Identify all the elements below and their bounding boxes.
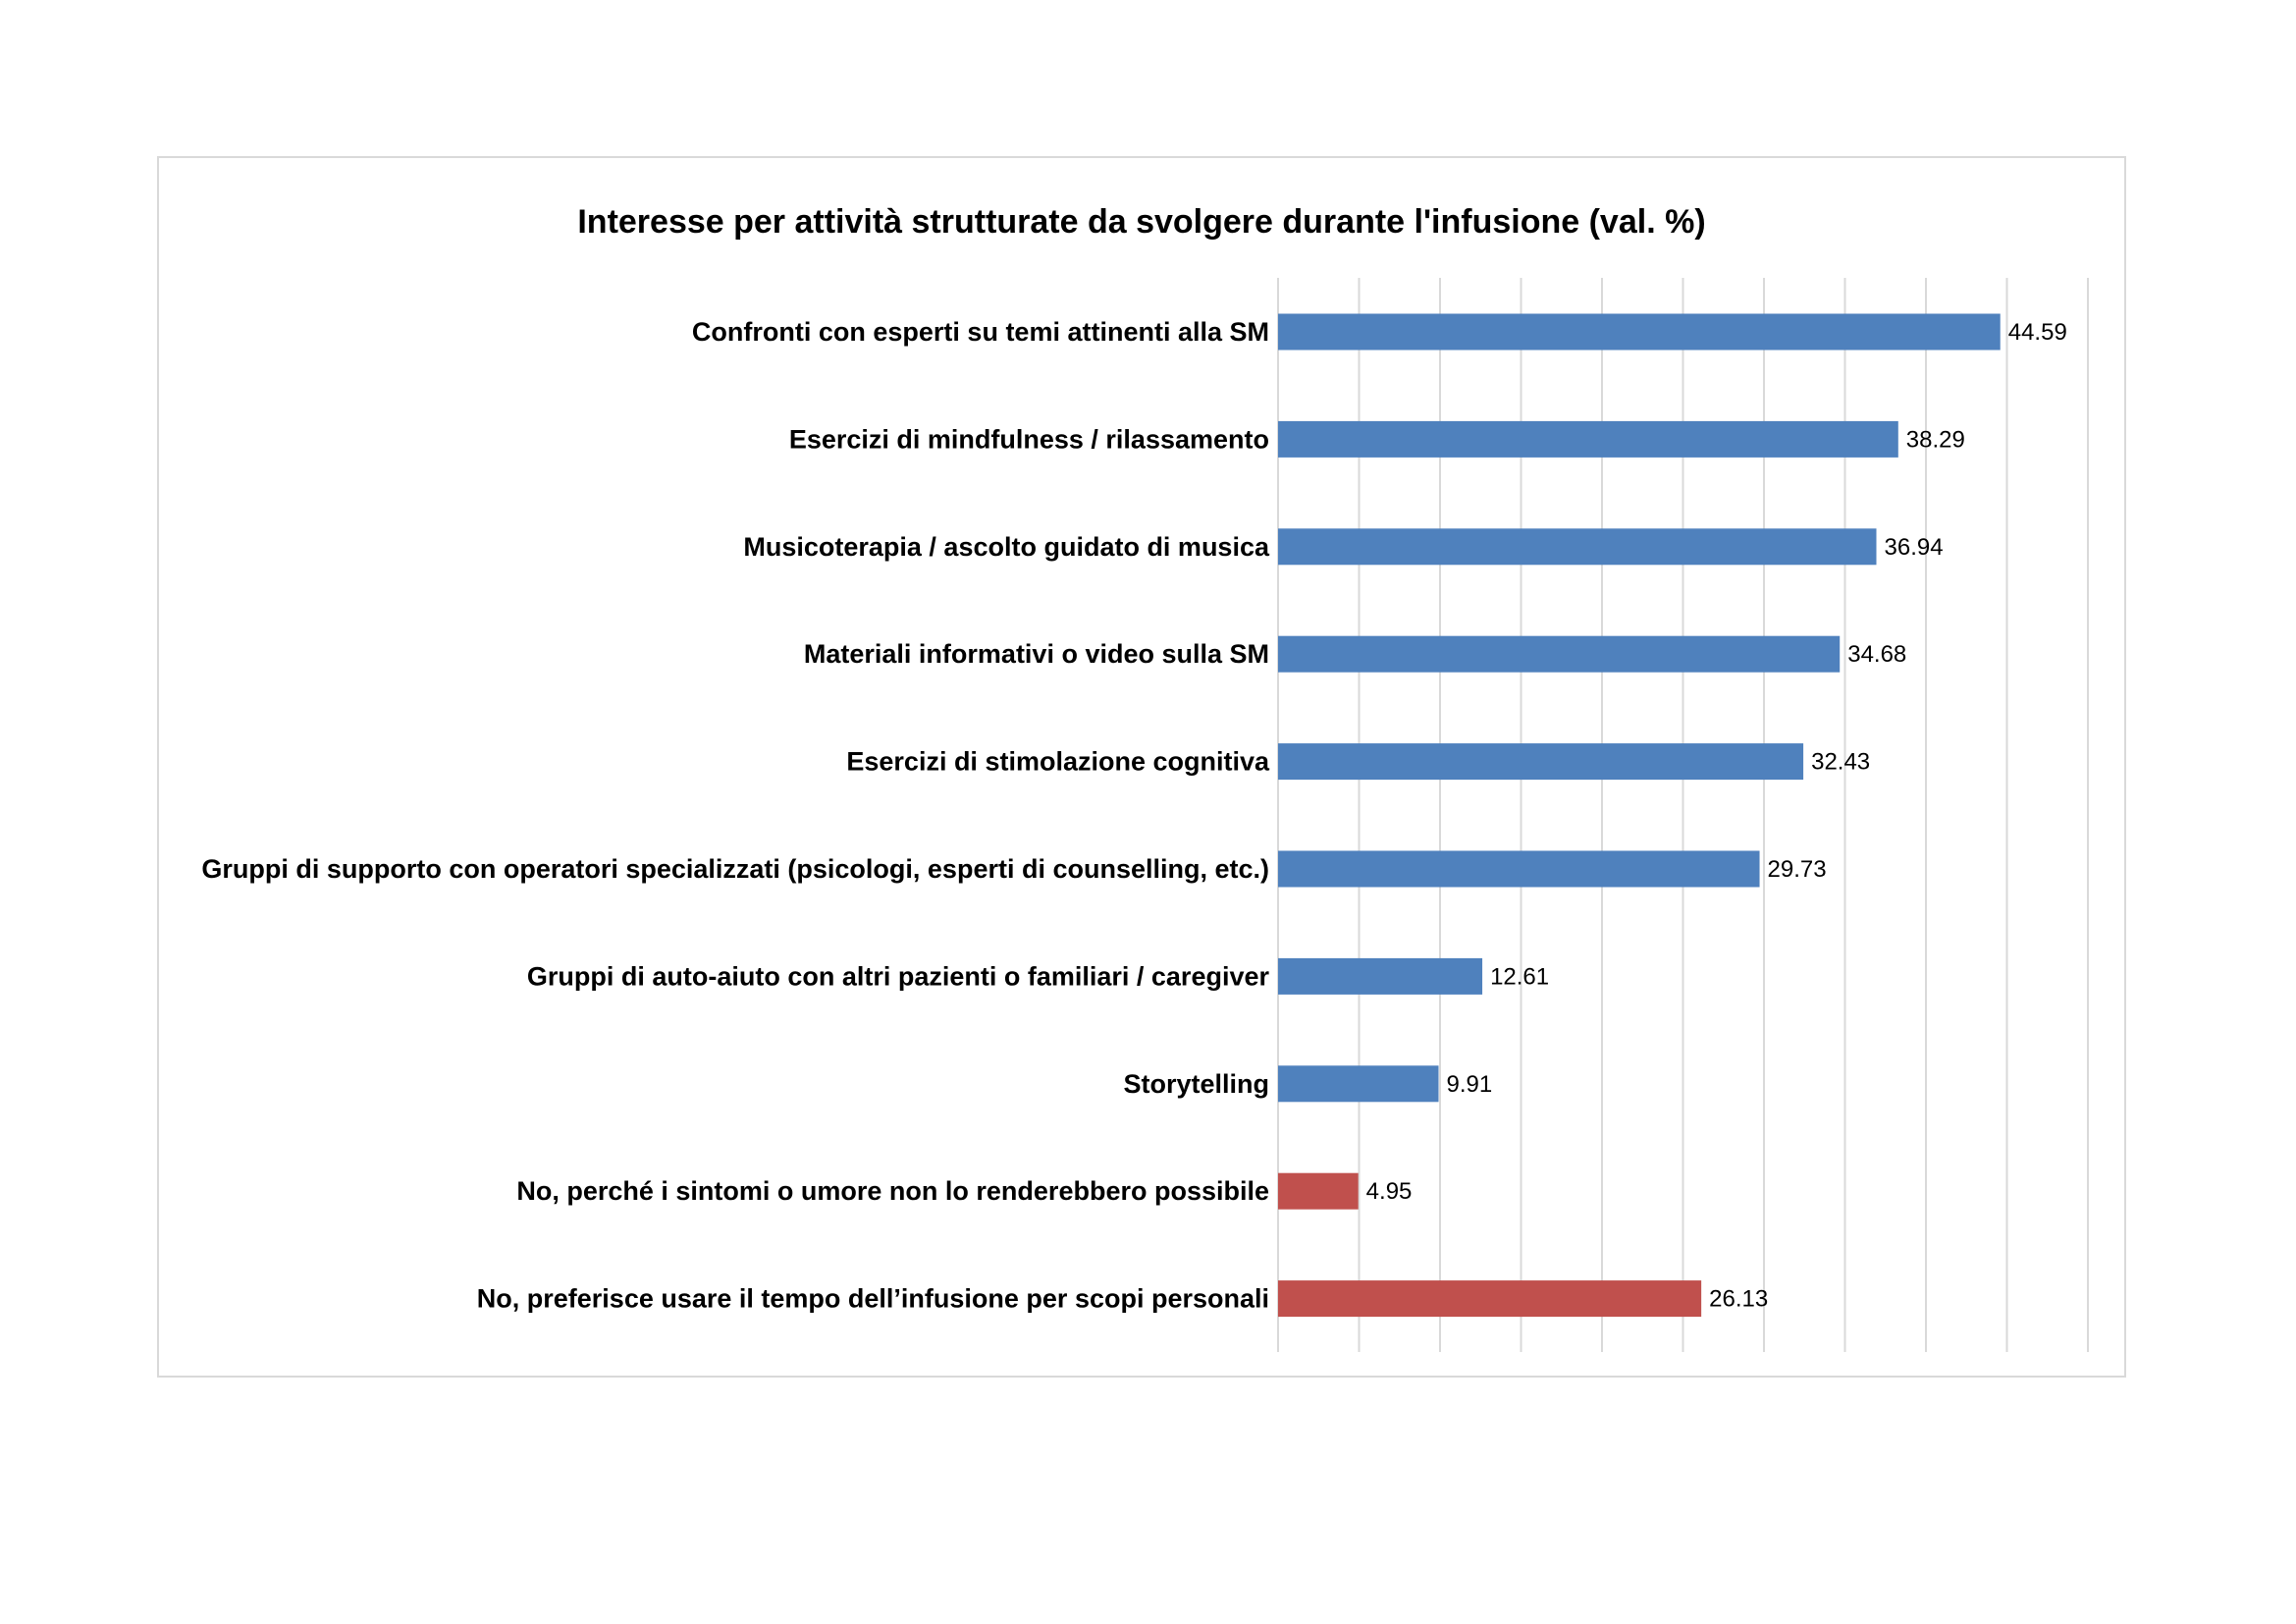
category-label: Gruppi di supporto con operatori special… (201, 854, 1269, 884)
bar (1278, 850, 1760, 888)
category-label: Storytelling (1123, 1069, 1269, 1099)
data-label: 36.94 (1885, 534, 1944, 561)
category-label: No, perché i sintomi o umore non lo rend… (516, 1176, 1269, 1206)
bar (1278, 957, 1483, 995)
category-label: Gruppi di auto-aiuto con altri pazienti … (527, 961, 1270, 991)
bar (1278, 635, 1841, 673)
bar (1278, 420, 1898, 458)
bar (1278, 1065, 1439, 1103)
bar (1278, 1280, 1702, 1318)
bar (1278, 743, 1804, 781)
value-labels: 44.59 38.29 36.94 34.68 32.43 29.73 12.61 9.91 4… (1366, 319, 2067, 1313)
category-label: Materiali informativi o video sulla SM (804, 639, 1269, 669)
data-label: 4.95 (1366, 1178, 1413, 1205)
category-labels: Confronti con esperti su temi attinenti … (201, 317, 1270, 1314)
data-label: 38.29 (1906, 426, 1965, 453)
category-label: Confronti con esperti su temi attinenti … (692, 317, 1269, 347)
data-label: 44.59 (2008, 319, 2067, 346)
data-label: 26.13 (1709, 1286, 1768, 1313)
category-label: Esercizi di stimolazione cognitiva (846, 747, 1270, 777)
category-label: Musicoterapia / ascolto guidato di music… (743, 532, 1270, 562)
data-label: 9.91 (1447, 1071, 1493, 1098)
data-label: 34.68 (1847, 641, 1906, 668)
bar (1278, 313, 2001, 351)
bar (1278, 528, 1877, 566)
bar (1278, 1172, 1359, 1210)
data-label: 32.43 (1811, 749, 1870, 776)
category-label: No, preferisce usare il tempo dell’infus… (477, 1284, 1269, 1314)
category-label: Esercizi di mindfulness / rilassamento (789, 424, 1269, 454)
data-label: 29.73 (1768, 856, 1827, 883)
data-label: 12.61 (1490, 963, 1549, 990)
bars (1278, 313, 2001, 1318)
chart-title: Interesse per attività strutturate da sv… (577, 203, 1705, 241)
